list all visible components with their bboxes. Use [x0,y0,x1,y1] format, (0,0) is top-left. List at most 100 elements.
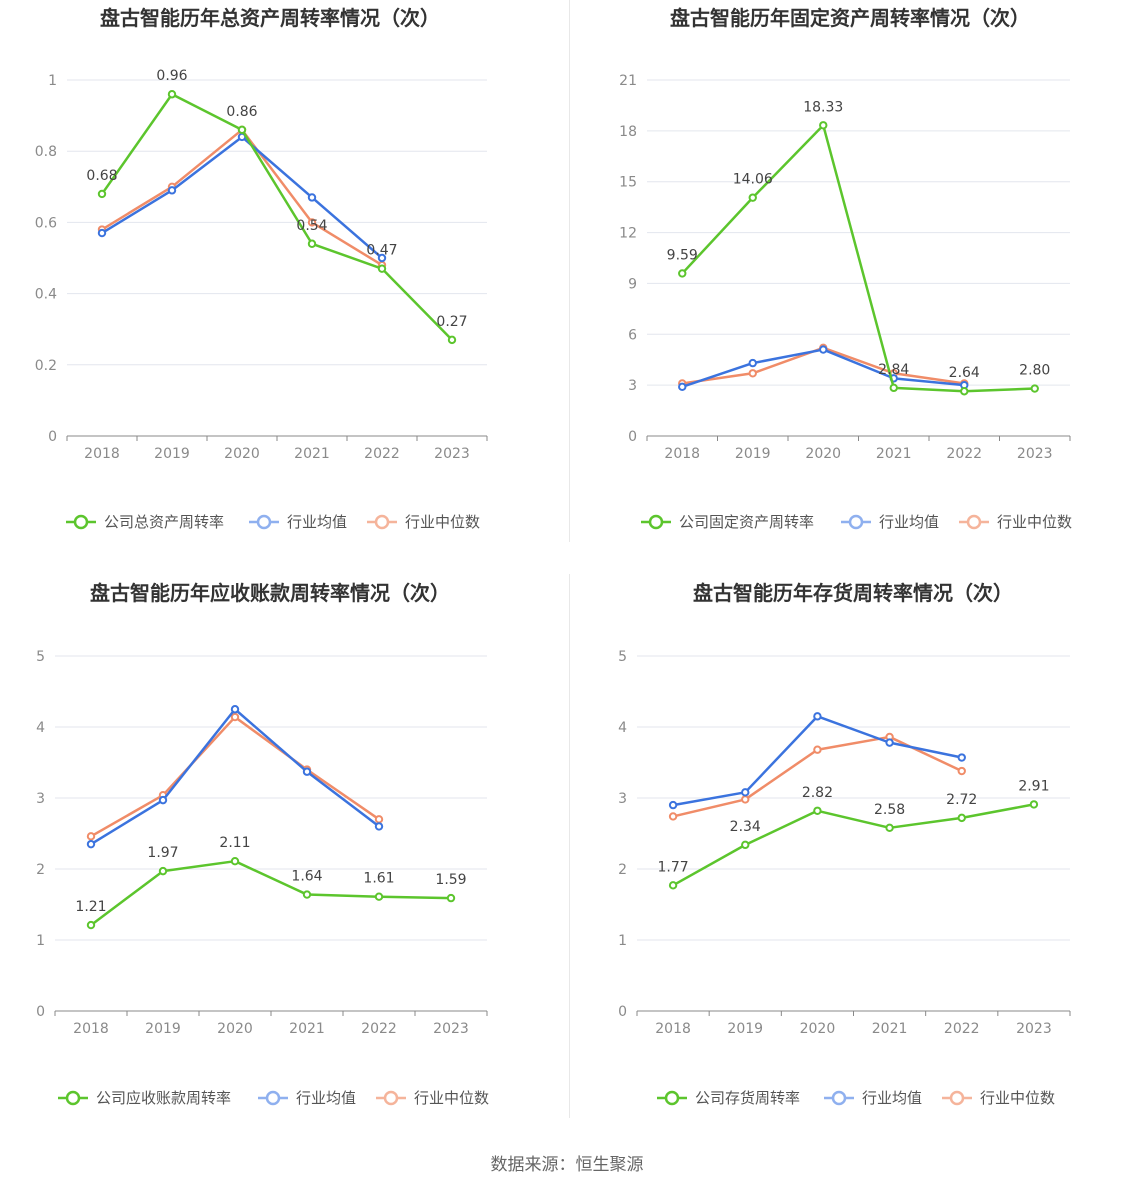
y-tick-label: 21 [619,73,637,89]
data-point-company [377,264,387,273]
data-point-company [230,856,240,866]
series-line-company [100,92,453,341]
data-point-company [889,383,898,393]
data-point-avg [957,753,966,762]
y-tick-label: 0.8 [35,144,57,160]
x-tick-label: 2020 [805,446,841,462]
data-point-avg [813,712,822,721]
data-point-company [237,125,247,135]
legend-marker-median [949,1090,965,1106]
legend-label-avg: 行业均值 [879,513,939,531]
series-line-company [672,803,1035,887]
data-label: 18.33 [803,99,843,115]
data-label: 9.59 [667,247,698,263]
legend-marker-company [648,514,664,530]
data-point-median [748,369,757,378]
data-point-avg [668,800,678,810]
y-tick-label: 1 [618,933,627,949]
data-point-median [668,812,678,821]
x-tick-label: 2018 [84,446,120,462]
series-line-company [681,124,1035,393]
x-tick-label: 2020 [800,1021,836,1037]
y-tick-label: 2 [618,862,627,878]
data-label: 1.97 [147,845,178,861]
y-tick-label: 3 [618,791,627,807]
data-point-company [813,806,822,815]
data-label: 0.27 [436,314,467,330]
data-point-company [86,920,96,930]
legend-label-median: 行业中位数 [405,513,480,531]
legend-marker-avg [256,514,272,530]
data-label: 2.80 [1019,363,1050,379]
data-point-company [668,881,678,890]
y-tick-label: 0.6 [35,215,57,231]
y-tick-label: 15 [619,175,637,191]
data-label: 1.61 [363,871,394,887]
chart-panel-fixed-asset-turnover: 盘古智能历年固定资产周转率情况（次） 0 3 6 9 12 15 18 21 2018 2019 20… [567,0,1134,574]
x-tick-label: 2022 [364,446,400,462]
data-label: 0.86 [226,104,257,120]
data-point-avg [307,193,317,202]
data-point-company [819,121,828,130]
data-point-company [885,823,894,833]
data-source-note: 数据来源：恒生聚源 [490,1155,644,1175]
data-point-company [302,890,312,899]
vertical-divider-top [569,0,570,542]
y-tick-label: 0 [618,1004,627,1020]
data-label: 1.64 [291,869,322,885]
legend-label-avg: 行业均值 [862,1089,922,1107]
data-point-company [741,840,750,850]
data-label: 1.59 [435,872,466,888]
legend-label-company: 公司存货周转率 [695,1089,800,1107]
y-tick-label: 0 [628,429,637,445]
x-tick-label: 2022 [944,1021,980,1037]
x-tick-label: 2019 [735,446,771,462]
series-line-avg [681,348,965,389]
data-point-company [167,90,177,99]
y-tick-label: 0 [48,429,57,445]
chart-title: 盘古智能历年固定资产周转率情况（次） [670,6,1030,30]
legend-marker-company [65,1090,81,1106]
data-point-avg [374,822,384,831]
data-label: 2.11 [219,835,250,851]
y-tick-label: 6 [628,327,637,343]
legend-marker-median [966,514,982,530]
data-point-avg [167,186,177,195]
legend-marker-company [73,514,89,530]
data-point-company [158,866,168,876]
y-tick-label: 3 [628,378,637,394]
data-point-company [97,189,107,199]
x-tick-label: 2022 [946,446,982,462]
y-tick-label: 0.4 [35,287,57,303]
chart-panel-total-asset-turnover: 盘古智能历年总资产周转率情况（次） 0 0.2 0.4 0.6 0.8 1 2018 2019 2… [0,0,567,574]
y-tick-label: 18 [619,124,637,140]
y-tick-label: 5 [618,649,627,665]
data-point-avg [158,795,168,805]
data-label: 2.34 [730,819,761,835]
x-tick-label: 2022 [361,1021,397,1037]
y-tick-label: 4 [618,720,627,736]
data-label: 1.21 [75,899,106,915]
data-label: 2.91 [1018,778,1049,794]
data-point-company [678,269,687,278]
legend-label-avg: 行业均值 [287,513,347,531]
data-point-company [307,239,317,248]
legend-marker-avg [831,1090,847,1106]
x-tick-label: 2023 [434,446,470,462]
data-label: 2.64 [949,365,980,381]
y-tick-label: 12 [619,226,637,242]
data-point-company [447,335,457,345]
x-tick-label: 2019 [154,446,190,462]
legend-marker-median [374,514,390,530]
data-point-median [307,218,317,227]
x-tick-label: 2020 [224,446,260,462]
x-tick-label: 2023 [1017,446,1053,462]
y-tick-label: 4 [36,720,45,736]
data-label: 2.84 [878,362,909,378]
data-point-avg [86,839,96,849]
y-tick-label: 2 [36,862,45,878]
data-point-company [957,813,966,823]
data-point-avg [97,228,107,238]
data-label: 2.58 [874,802,905,818]
x-tick-label: 2021 [872,1021,908,1037]
